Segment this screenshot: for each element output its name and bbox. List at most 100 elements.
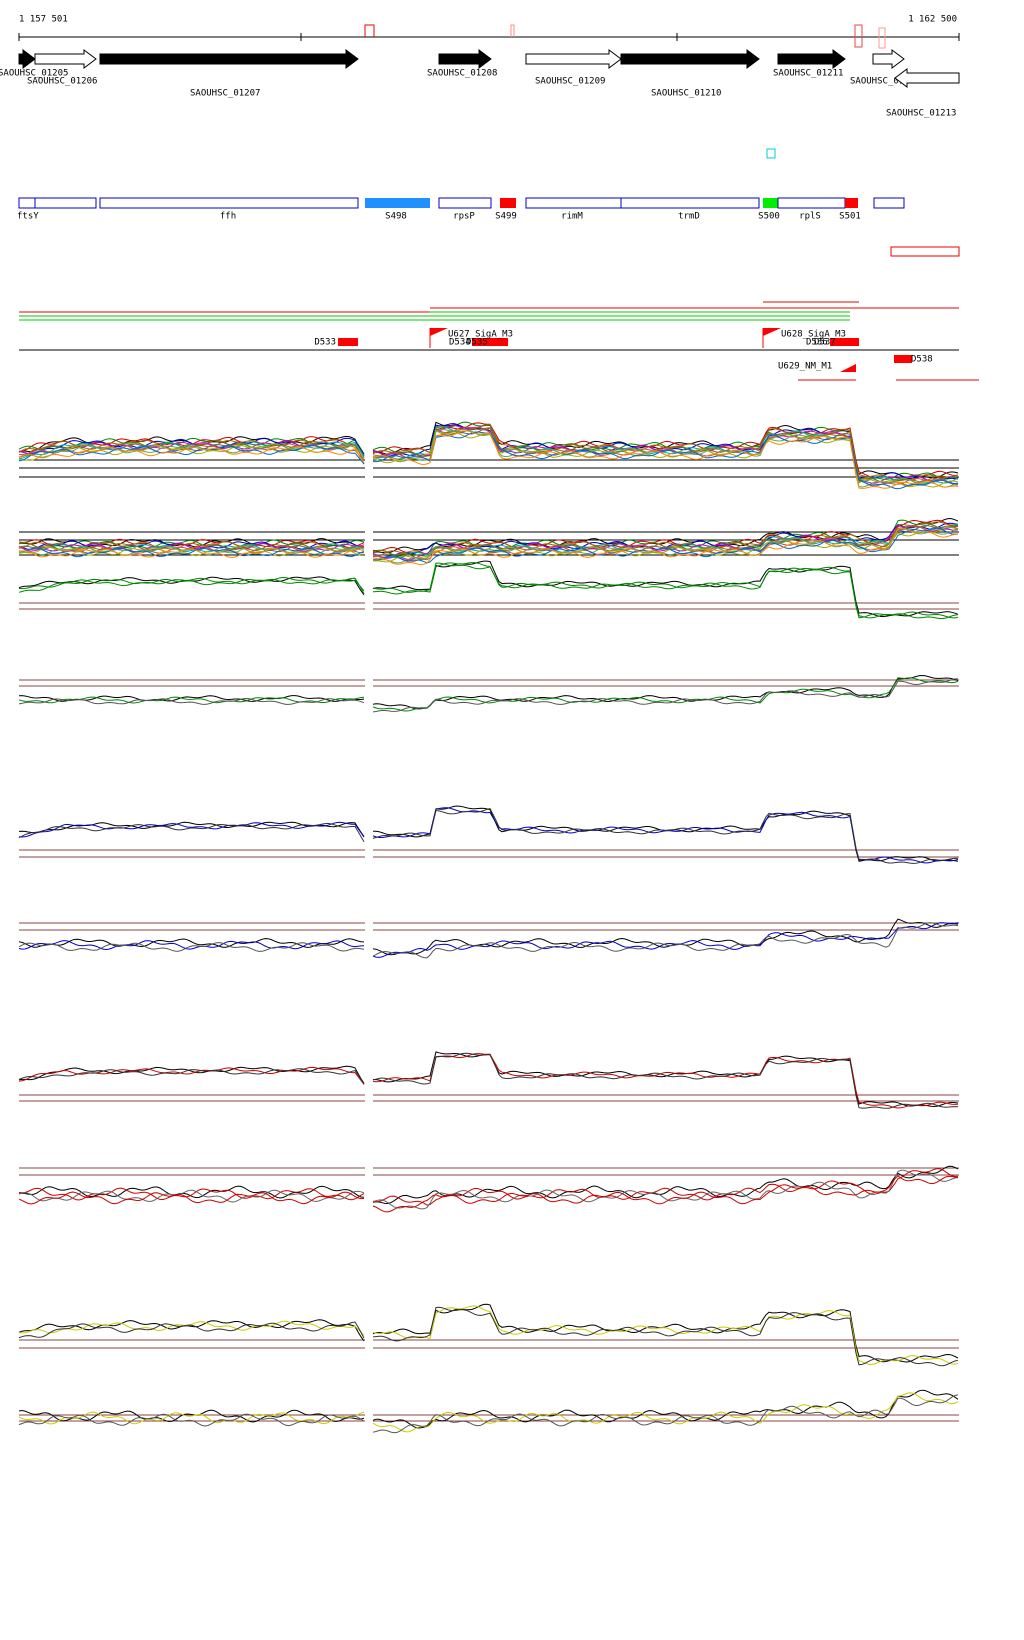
- gene-label: SAOUHSC_01212: [850, 77, 920, 87]
- marker: [878, 27, 886, 49]
- gene-arrow: [620, 49, 760, 69]
- expression-profile: [372, 1052, 959, 1109]
- segment-block: [894, 355, 912, 363]
- expression-profile: [18, 1187, 365, 1201]
- ruler-start: 1 157 501: [19, 15, 68, 25]
- ruler: 1 157 501 1 162 500: [18, 15, 960, 49]
- gene-arrow: [872, 49, 905, 69]
- features: ftsY ffh S498 rpsP S499 rimM trmD S500 r…: [17, 197, 905, 222]
- segment-block: [830, 338, 859, 346]
- expression-profile: [372, 1394, 959, 1434]
- ruler-end: 1 162 500: [908, 15, 957, 25]
- expression-profile: [372, 522, 959, 560]
- expression-profile: [372, 1305, 959, 1366]
- feature-box: [438, 197, 492, 209]
- segment-flag: [430, 328, 448, 336]
- expression-profile: [18, 1189, 365, 1203]
- gene-arrow: [18, 49, 36, 69]
- expression-profile: [18, 938, 365, 948]
- segment-block: [338, 338, 358, 346]
- expression-profile: [372, 1303, 959, 1363]
- feature-label: rimM: [561, 212, 583, 222]
- expression-profile: [18, 1413, 365, 1427]
- expression-profile: [372, 1051, 959, 1108]
- expression-profile: [372, 1389, 959, 1429]
- segment-label: D534: [449, 338, 471, 348]
- segment-label: U627_SigA_M3: [448, 330, 513, 340]
- expression-profile: [18, 443, 365, 460]
- expression-profile: [372, 922, 959, 958]
- segment-label: D535: [466, 338, 488, 348]
- feature-label: S501: [839, 212, 861, 222]
- feature-box: [99, 197, 359, 209]
- feature-label: rplS: [799, 212, 821, 222]
- gene-arrow: [438, 49, 492, 69]
- marker: [766, 148, 776, 159]
- expression-profile: [372, 560, 959, 618]
- expression-profile: [18, 1321, 365, 1339]
- feature-box: [620, 197, 760, 209]
- expression-profile: [18, 444, 365, 465]
- gene-arrow: [777, 49, 846, 69]
- feature-label: trmD: [678, 212, 700, 222]
- expression-profile: [18, 548, 365, 559]
- expression-profile: [372, 1053, 959, 1109]
- feature-box: [500, 198, 516, 208]
- segment-block: [472, 338, 508, 346]
- expression-profile: [372, 678, 959, 713]
- feature-label: ffh: [220, 212, 236, 222]
- feature-box: [845, 198, 858, 208]
- feature-box: [873, 197, 905, 209]
- feature-box: [763, 198, 778, 208]
- expression-profile: [372, 1168, 959, 1206]
- gene-arrow: [99, 49, 359, 69]
- marker: [364, 24, 375, 37]
- expression-profile: [18, 542, 365, 553]
- expression-profile: [18, 697, 365, 705]
- expression-profile: [18, 821, 365, 837]
- segment-label: D538: [911, 355, 933, 365]
- expression-profile: [372, 922, 959, 959]
- expression-profile: [18, 1185, 365, 1199]
- expression-profile: [18, 546, 364, 557]
- expression-profile: [372, 429, 959, 488]
- expression-profile: [372, 528, 959, 566]
- gene-label: SAOUHSC_01211: [773, 69, 843, 79]
- expression-profile: [372, 430, 959, 489]
- expression-profile: [18, 441, 365, 460]
- expression-profile: [372, 1165, 959, 1205]
- expression-profile: [372, 1169, 959, 1210]
- marker: [510, 24, 515, 37]
- expression-profile: [18, 822, 365, 843]
- expression-profile: [18, 547, 365, 558]
- expression-profile: [372, 674, 959, 710]
- segment-label: D536: [806, 338, 828, 348]
- feature-label: rpsP: [453, 212, 475, 222]
- expression-profile: [18, 545, 365, 556]
- expression-profile: [372, 808, 959, 864]
- segment-flag: [840, 364, 856, 372]
- expression-profile: [18, 821, 365, 838]
- marker: [854, 24, 863, 48]
- segments: D533 U627_SigA_M3 D534 D535 U628_SigA_M3…: [19, 301, 979, 381]
- gene-label: SAOUHSC_01208: [427, 69, 497, 79]
- gene-label: SAOUHSC_01207: [190, 89, 260, 99]
- expression-profile: [372, 562, 959, 619]
- feature-box: [365, 198, 430, 208]
- expression-profile: [372, 521, 959, 558]
- segment-label: U628_SigA_M3: [781, 330, 846, 340]
- expression-profile: [372, 422, 959, 481]
- expression-profile: [18, 443, 365, 465]
- expression-profile: [18, 577, 365, 595]
- gene-label: SAOUHSC_01213: [886, 109, 956, 119]
- expression-profile: [18, 445, 365, 464]
- genes: SAOUHSC_01205 SAOUHSC_01206 SAOUHSC_0120…: [0, 49, 960, 119]
- segment-label: D537: [814, 338, 836, 348]
- expression-profile: [372, 527, 959, 564]
- expression-profile: [18, 1065, 365, 1084]
- feature-label: ftsY: [17, 212, 39, 222]
- gene-arrow: [894, 68, 960, 88]
- gene-label: SAOUHSC_01206: [27, 77, 97, 87]
